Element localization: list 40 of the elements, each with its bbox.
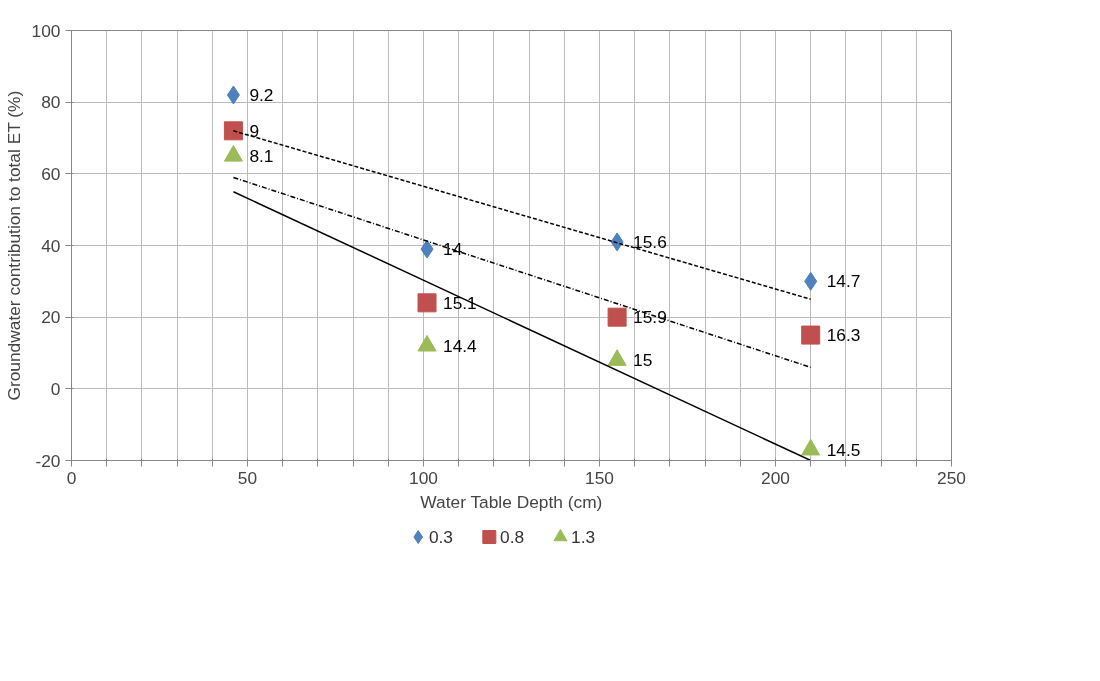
- y-tick-label: 20: [41, 307, 61, 328]
- x-tick-label: 150: [585, 467, 614, 488]
- annotation: 14.5: [826, 439, 861, 460]
- y-tick-label: 100: [31, 20, 61, 41]
- annotation: 15: [633, 350, 653, 371]
- point: [607, 307, 627, 327]
- point: [420, 239, 434, 259]
- x-tick-label: 50: [237, 467, 258, 488]
- y-tick-label: 0: [50, 378, 61, 399]
- annotation: 9: [249, 120, 260, 141]
- legend-label: 0.3: [428, 527, 453, 547]
- y-tick-label: 80: [41, 92, 61, 113]
- point: [607, 349, 627, 366]
- x-tick-label: 250: [937, 467, 966, 488]
- annotation: 15.6: [633, 231, 667, 252]
- y-tick-label: 60: [41, 163, 61, 184]
- point: [801, 438, 821, 456]
- point: [801, 325, 821, 345]
- annotation: 14.4: [443, 335, 478, 356]
- x-tick-label: 0: [66, 467, 77, 488]
- annotation: 9.2: [249, 85, 274, 105]
- point: [417, 293, 437, 313]
- point: [417, 334, 437, 352]
- annotation: 15.9: [633, 307, 667, 328]
- y-tick-label: 40: [41, 235, 61, 256]
- x-tick-label: 200: [761, 467, 790, 488]
- annotation: 15.1: [443, 292, 477, 313]
- point: [610, 232, 624, 252]
- annotation: 16.3: [826, 325, 861, 346]
- annotation: 14.7: [826, 271, 861, 292]
- legend-label: 1.3: [571, 527, 596, 547]
- annotation: 8.1: [249, 145, 274, 166]
- x-tick-label: 100: [409, 467, 438, 488]
- point: [223, 121, 243, 141]
- point: [804, 271, 818, 291]
- point: [226, 85, 240, 105]
- y-axis-title: Groundwater contribution to total ET (%): [3, 90, 24, 401]
- legend-label: 0.8: [500, 527, 525, 547]
- x-axis-title: Water Table Depth (cm): [420, 491, 603, 512]
- y-tick-label: -20: [35, 450, 61, 471]
